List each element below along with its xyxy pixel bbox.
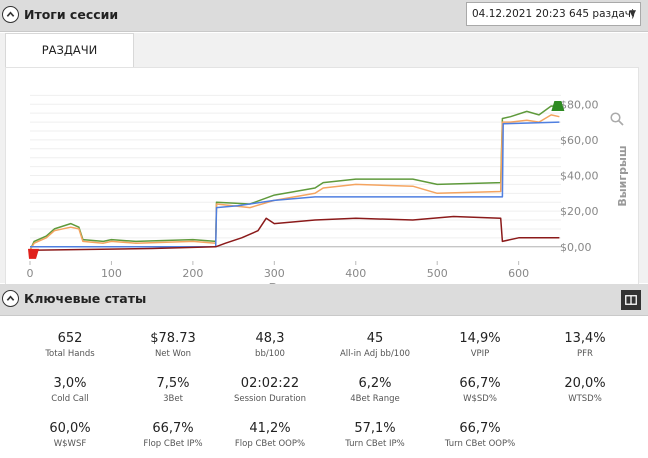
x-tick-label: 400 — [345, 267, 366, 280]
stat-label: 4Bet Range — [350, 394, 400, 404]
key-stats-title: Ключевые статы — [24, 291, 147, 306]
x-tick-label: 0 — [27, 267, 34, 280]
stat-value: 13,4% — [564, 331, 606, 346]
stat-item: 7,5% 3Bet — [118, 376, 228, 405]
stat-label: Turn CBet IP% — [345, 439, 405, 449]
stat-label: Total Hands — [45, 349, 95, 359]
stat-value: $78.73 — [150, 331, 196, 346]
stat-label: 3Bet — [163, 394, 183, 404]
stat-item: $78.73 Net Won — [118, 331, 228, 360]
y-tick-label: $0,00 — [560, 241, 592, 254]
x-tick-label: 100 — [101, 267, 122, 280]
stat-item: 66,7% Flop CBet IP% — [118, 421, 228, 450]
chevron-up-icon — [6, 11, 15, 17]
stat-label: W$WSF — [53, 439, 87, 449]
session-summary-header: Итоги сессии 04.12.2021 20:23 645 раздач… — [0, 0, 648, 32]
stat-item: 48,3 bb/100 — [215, 331, 325, 360]
stat-label: VPIP — [470, 349, 490, 359]
y-axis-label: Выигрыш — [616, 145, 629, 206]
end-marker — [551, 101, 565, 112]
stat-value: 02:02:22 — [240, 376, 300, 391]
stat-value: 45 — [366, 331, 384, 346]
x-tick-label: 600 — [508, 267, 529, 280]
winnings-chart-panel: 0 100 200 300 400 500 600 $0,00 $20,00 $40,00 $60,… — [5, 67, 639, 307]
start-marker — [28, 248, 39, 259]
columns-layout-button[interactable] — [621, 290, 641, 310]
stat-item: 14,9% VPIP — [425, 331, 535, 360]
y-tick-label: $60,00 — [560, 134, 599, 147]
stat-item: 02:02:22 Session Duration — [215, 376, 325, 405]
x-tick-label: 500 — [427, 267, 448, 280]
stat-label: Turn CBet OOP% — [444, 439, 516, 449]
stat-value: 57,1% — [354, 421, 396, 436]
chevron-up-icon — [6, 295, 15, 301]
stat-value: 48,3 — [255, 331, 285, 346]
stat-item: 45 All-in Adj bb/100 — [320, 331, 430, 360]
chevron-down-icon: ▼ — [629, 9, 636, 19]
stat-value: 66,7% — [459, 421, 501, 436]
collapse-stats-button[interactable] — [2, 290, 19, 307]
stat-item: 60,0% W$WSF — [15, 421, 125, 450]
y-tick-label: $80,00 — [560, 98, 599, 111]
stat-value: 7,5% — [156, 376, 190, 391]
session-select[interactable]: 04.12.2021 20:23 645 раздач) ▼ — [466, 2, 641, 26]
stat-label: W$SD% — [463, 394, 497, 404]
stat-value: 3,0% — [53, 376, 87, 391]
hands-tab-area: РАЗДАЧИ 0 100 200 300 400 500 600 $0,00 $20,00 $4… — [0, 33, 648, 307]
collapse-session-button[interactable] — [2, 6, 19, 23]
session-summary-title: Итоги сессии — [24, 7, 119, 22]
stat-item: 652 Total Hands — [15, 331, 125, 360]
stat-label: Flop CBet IP% — [143, 439, 203, 449]
stat-item: 41,2% Flop CBet OOP% — [215, 421, 325, 450]
series-line-3 — [29, 215, 560, 252]
stat-item: 3,0% Cold Call — [15, 376, 125, 405]
stat-item: 13,4% PFR — [530, 331, 640, 360]
stat-value: 20,0% — [564, 376, 606, 391]
stat-label: Cold Call — [51, 394, 89, 404]
key-stats-grid: 652 Total Hands $78.73 Net Won 48,3 bb/100 45 A… — [0, 318, 648, 458]
series-line-1 — [29, 114, 560, 251]
stat-label: bb/100 — [255, 349, 285, 359]
key-stats-header: Ключевые статы — [0, 284, 648, 316]
x-tick-label: 200 — [182, 267, 203, 280]
x-tick-label: 300 — [264, 267, 285, 280]
stat-value: 66,7% — [152, 421, 194, 436]
columns-icon — [625, 295, 637, 305]
series-line-2 — [30, 121, 560, 248]
stat-value: 652 — [57, 331, 83, 346]
stat-value: 6,2% — [358, 376, 392, 391]
stat-item: 66,7% W$SD% — [425, 376, 535, 405]
stat-item: 66,7% Turn CBet OOP% — [425, 421, 535, 450]
winnings-chart: 0 100 200 300 400 500 600 $0,00 $20,00 $40,00 $60,… — [27, 94, 629, 294]
stat-label: PFR — [577, 349, 593, 359]
zoom-icon[interactable] — [610, 112, 624, 126]
stat-label: Session Duration — [233, 394, 307, 404]
y-tick-label: $20,00 — [560, 205, 599, 218]
stat-value: 41,2% — [249, 421, 291, 436]
stat-value: 14,9% — [459, 331, 501, 346]
stat-item: 57,1% Turn CBet IP% — [320, 421, 430, 450]
tab-hands[interactable]: РАЗДАЧИ — [5, 33, 134, 67]
stat-item: 20,0% WTSD% — [530, 376, 640, 405]
stat-label: Net Won — [154, 349, 192, 359]
y-tick-label: $40,00 — [560, 170, 599, 183]
stat-label: WTSD% — [568, 394, 602, 404]
stat-label: All-in Adj bb/100 — [339, 349, 411, 359]
session-select-value: 04.12.2021 20:23 645 раздач) — [472, 8, 636, 20]
stat-value: 60,0% — [49, 421, 91, 436]
stat-value: 66,7% — [459, 376, 501, 391]
stat-item: 6,2% 4Bet Range — [320, 376, 430, 405]
stat-label: Flop CBet OOP% — [234, 439, 306, 449]
